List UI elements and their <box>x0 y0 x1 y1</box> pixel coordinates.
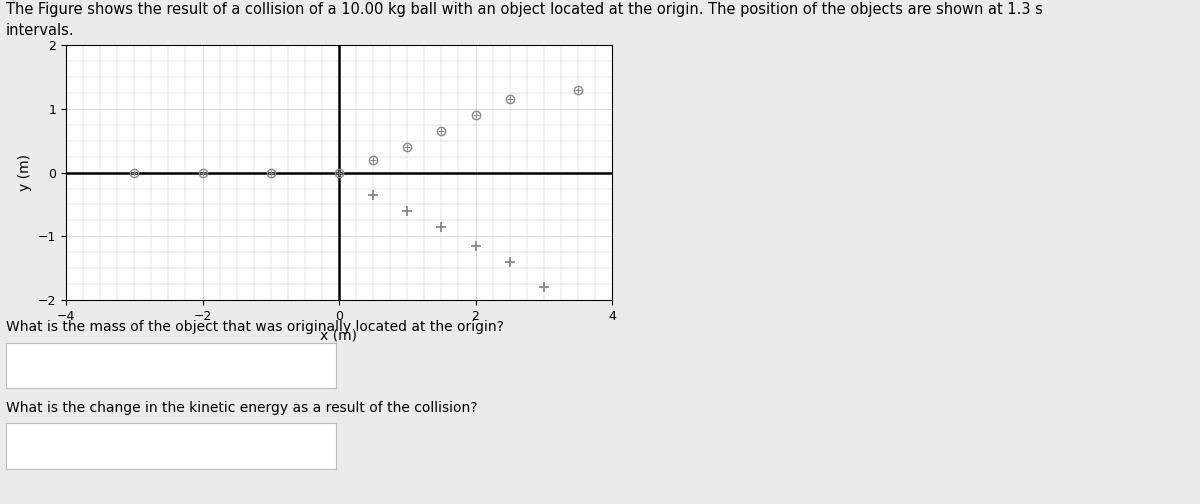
Text: What is the change in the kinetic energy as a result of the collision?: What is the change in the kinetic energy… <box>6 401 478 415</box>
Y-axis label: y (m): y (m) <box>18 154 32 191</box>
X-axis label: x (m): x (m) <box>320 328 358 342</box>
Text: The Figure shows the result of a collision of a 10.00 kg ball with an object loc: The Figure shows the result of a collisi… <box>6 2 1043 17</box>
Text: What is the mass of the object that was originally located at the origin?: What is the mass of the object that was … <box>6 320 504 334</box>
Text: intervals.: intervals. <box>6 23 74 38</box>
